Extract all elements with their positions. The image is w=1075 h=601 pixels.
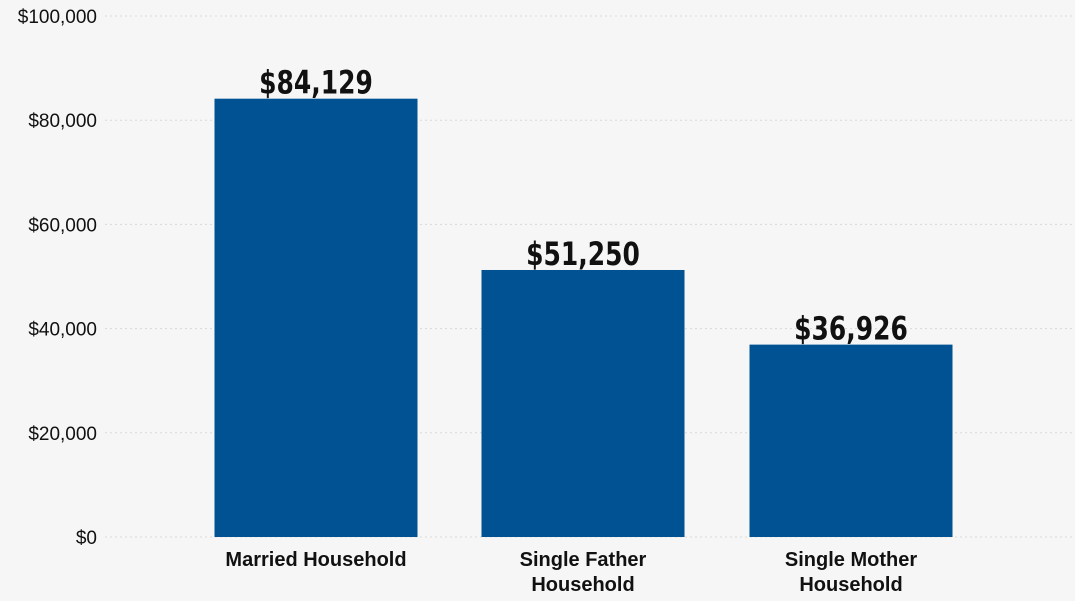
x-axis-category-labels: Married Household Single Father HouseholdS… bbox=[225, 549, 917, 596]
data-label: $84,129 bbox=[259, 64, 373, 102]
bar bbox=[481, 269, 685, 537]
category-label-line: Household bbox=[531, 574, 634, 596]
category-label-line: Single Father bbox=[520, 549, 647, 571]
category-label: Single Mother Household bbox=[785, 549, 917, 596]
bar bbox=[214, 98, 418, 537]
bar bbox=[749, 344, 953, 537]
y-tick-label: $100,000 bbox=[18, 7, 97, 28]
y-tick-label: $0 bbox=[76, 528, 97, 549]
y-tick-label: $40,000 bbox=[28, 320, 97, 341]
category-label: Single Father Household bbox=[520, 549, 647, 596]
bars bbox=[214, 98, 953, 537]
y-tick-label: $60,000 bbox=[28, 215, 97, 236]
y-tick-label: $80,000 bbox=[28, 111, 97, 132]
y-tick-label: $20,000 bbox=[28, 424, 97, 445]
category-label-line: Household bbox=[799, 574, 902, 596]
y-axis-tick-labels: $0 $20,000 $40,000 $60,000 $80,000 $100,000 bbox=[18, 7, 97, 549]
data-label: $51,250 bbox=[526, 235, 640, 273]
category-label: Married Household bbox=[225, 549, 406, 571]
data-label: $36,926 bbox=[794, 310, 908, 348]
category-label-line: Single Mother bbox=[785, 549, 917, 571]
category-label-line: Married Household bbox=[225, 549, 406, 571]
data-labels: $84,129 $51,250 $36,926 bbox=[259, 64, 908, 348]
